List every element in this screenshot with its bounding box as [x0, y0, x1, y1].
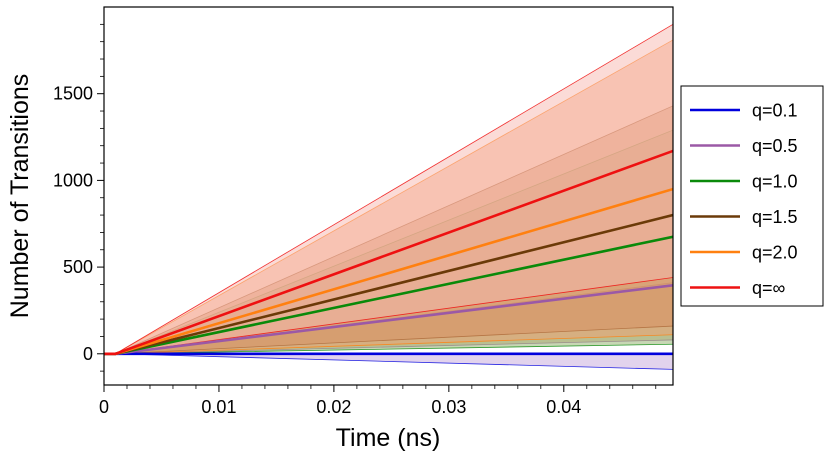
y-axis: 0 500 1000 1500	[53, 23, 104, 372]
x-tick-label: 0.02	[316, 397, 351, 417]
confidence-bands	[104, 23, 673, 370]
x-tick-label: 0.04	[546, 397, 581, 417]
y-tick-label: 1000	[53, 170, 93, 190]
y-tick-label: 1500	[53, 84, 93, 104]
x-axis: 0 0.01 0.02 0.03 0.04	[99, 385, 657, 417]
legend-label-q-inf: q=∞	[752, 278, 786, 298]
y-axis-title: Number of Transitions	[6, 74, 34, 319]
y-tick-label: 500	[63, 257, 93, 277]
legend-label-q-0-1: q=0.1	[752, 101, 798, 121]
band-lower-edge-q-2-0	[115, 334, 673, 355]
series-lines	[104, 149, 673, 356]
series-line-q-inf	[104, 149, 673, 356]
y-tick-label: 0	[83, 344, 93, 364]
x-axis-title: Time (ns)	[336, 424, 441, 452]
band-q-inf	[104, 24, 673, 354]
x-tick-label: 0	[99, 397, 109, 417]
band-upper-edge-q-inf	[115, 23, 673, 355]
x-tick-label: 0.03	[431, 397, 466, 417]
legend-label-q-1-0: q=1.0	[752, 172, 798, 192]
plot-frame	[103, 6, 674, 386]
band-lower-edge-q-1-0	[115, 343, 673, 355]
legend-label-q-0-5: q=0.5	[752, 136, 798, 156]
legend-label-q-2-0: q=2.0	[752, 243, 798, 263]
band-q-0-1	[104, 353, 673, 370]
legend: q=0.1 q=0.5 q=1.0 q=1.5 q=2.0 q=∞	[680, 85, 824, 307]
x-tick-label: 0.01	[201, 397, 236, 417]
legend-label-q-1-5: q=1.5	[752, 207, 798, 227]
band-lower-edge-q-0-1	[115, 353, 673, 370]
legend-box	[680, 85, 824, 307]
